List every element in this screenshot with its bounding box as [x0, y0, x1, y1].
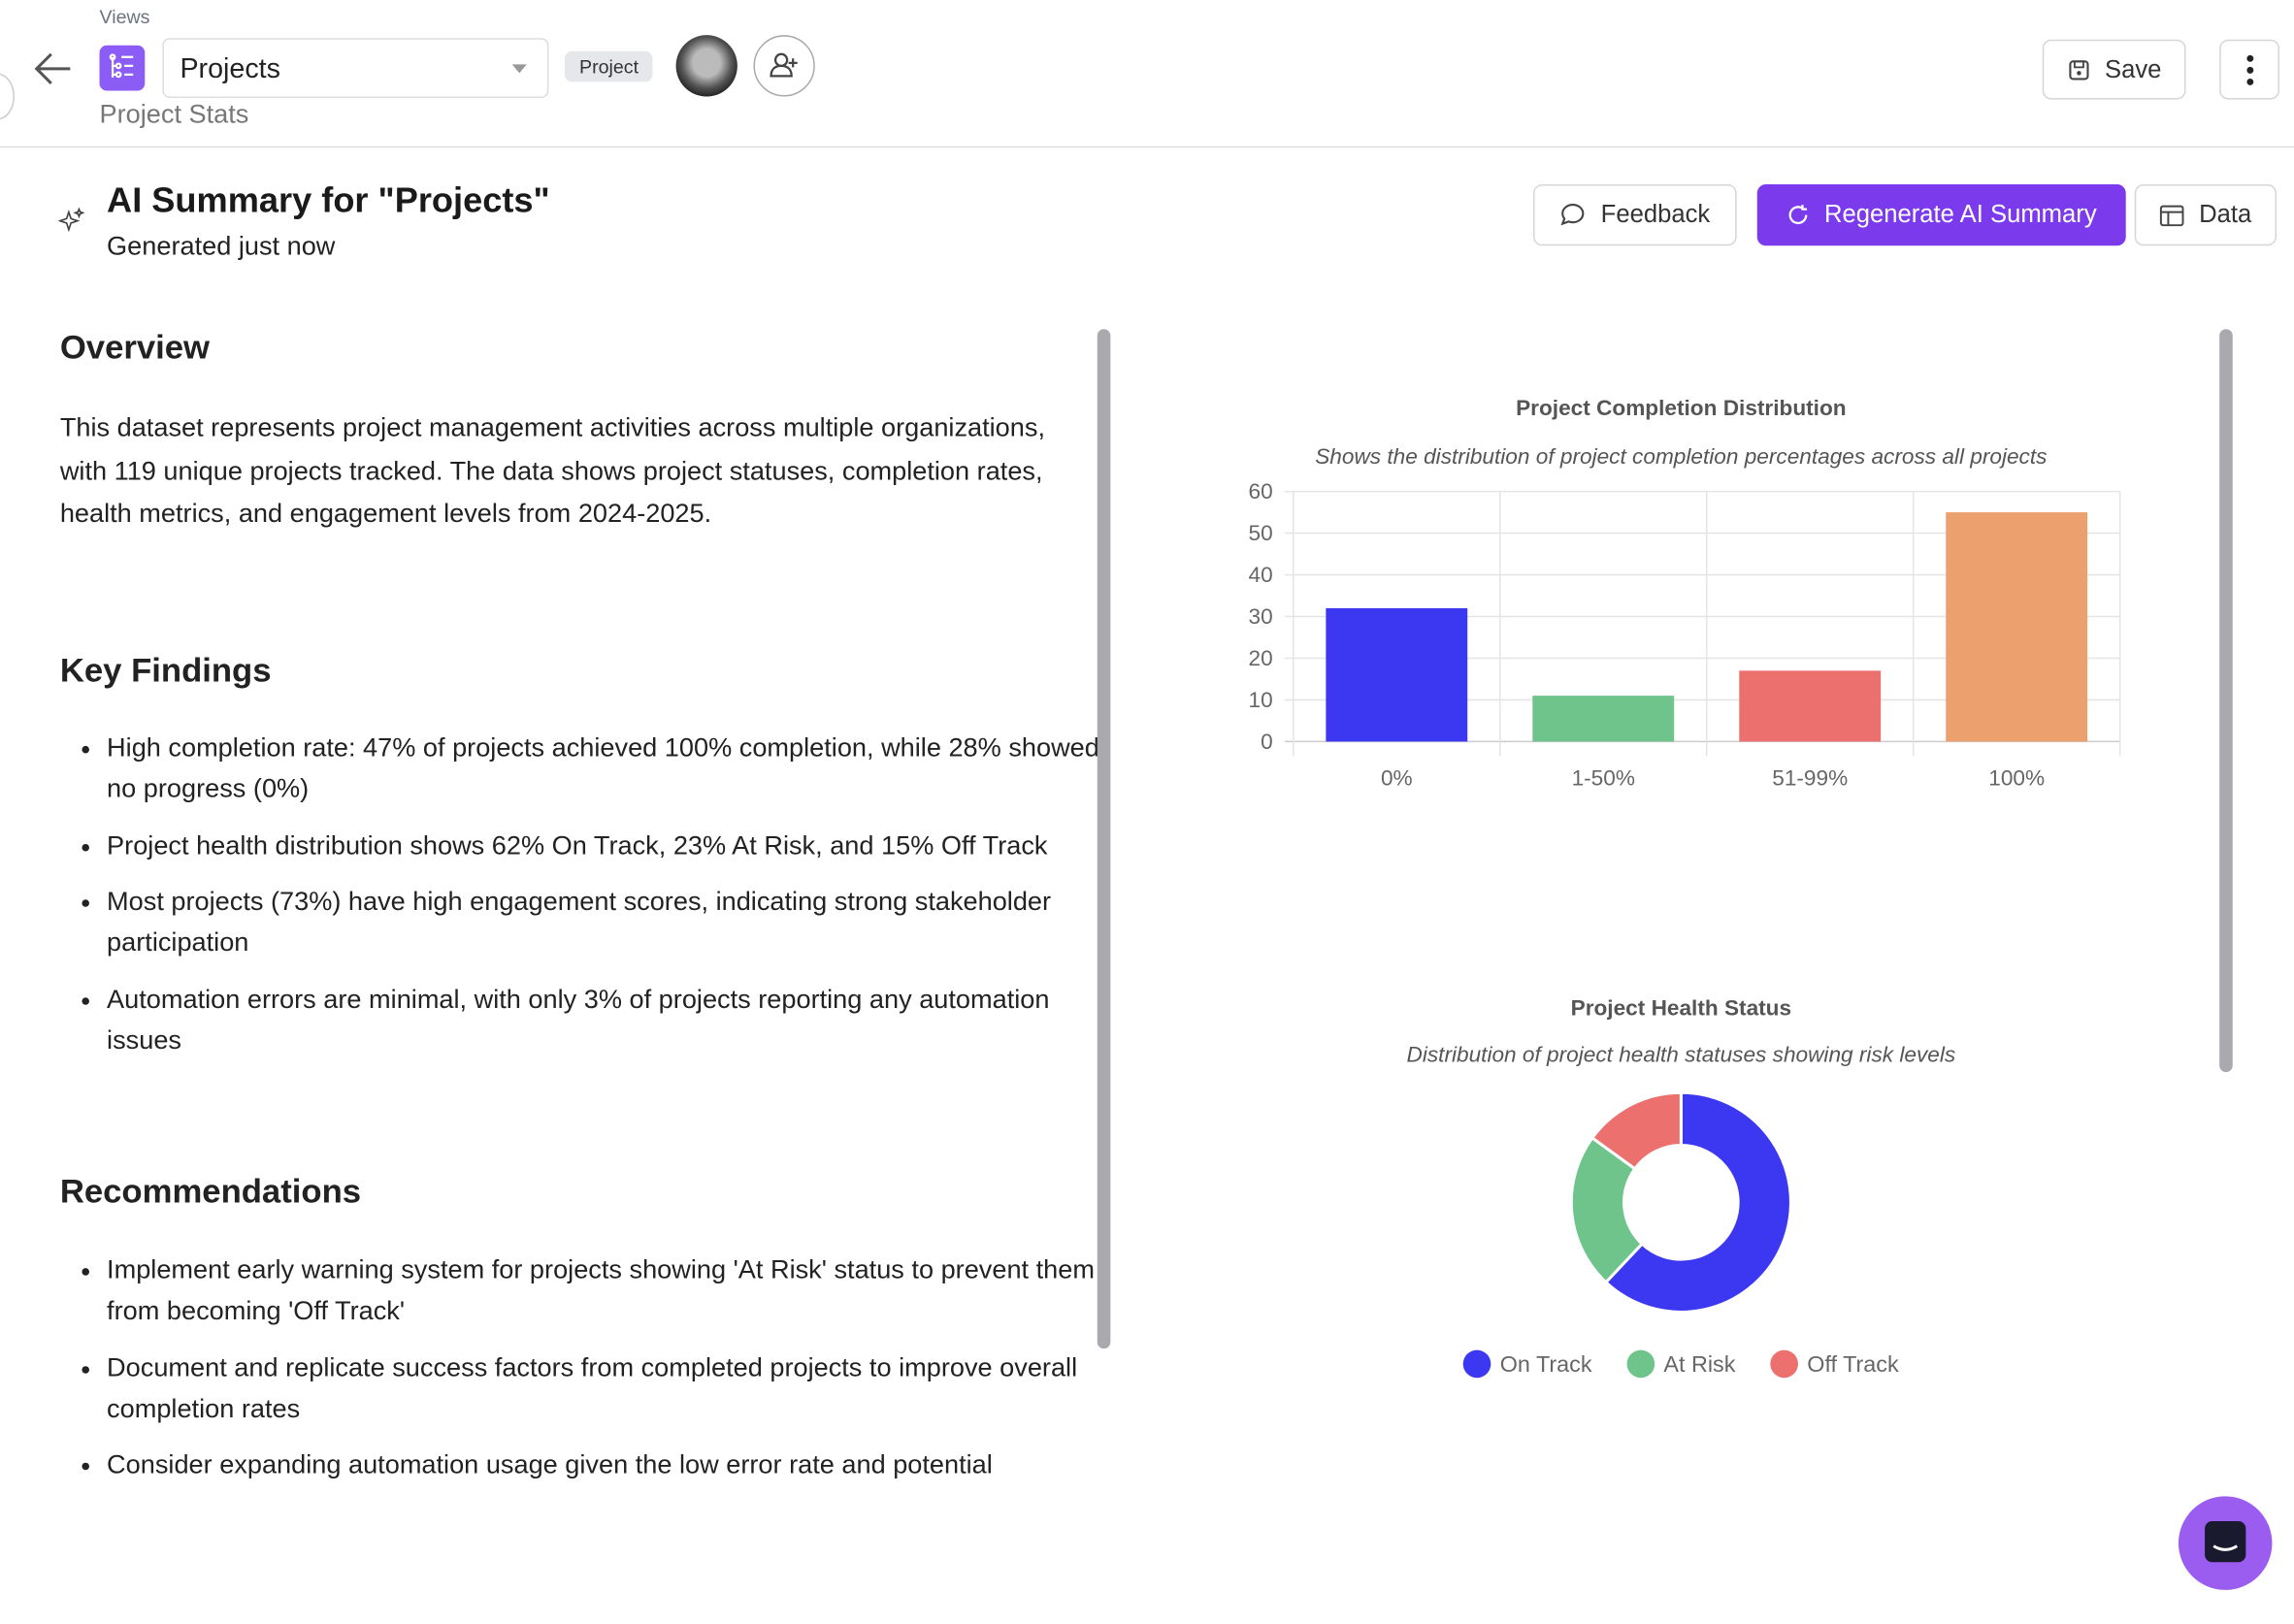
list-item: Document and replicate success factors f…: [107, 1347, 1116, 1428]
bar-chart-title: Project Completion Distribution: [1516, 396, 1847, 422]
donut-slice-off-track[interactable]: [1589, 1090, 1683, 1171]
generated-timestamp: Generated just now: [107, 231, 336, 261]
user-avatar[interactable]: [675, 35, 737, 97]
y-tick-label: 60: [1249, 479, 1273, 503]
chat-support-button[interactable]: [2178, 1496, 2273, 1590]
x-tick-label: 51-99%: [1772, 766, 1848, 791]
x-tick-label: 1-50%: [1572, 766, 1635, 791]
donut-chart-subtitle: Distribution of project health statuses …: [1406, 1042, 1956, 1068]
y-tick-label: 30: [1249, 604, 1273, 629]
regenerate-ai-summary-button[interactable]: Regenerate AI Summary: [1756, 183, 2126, 246]
donut-legend: On Track At Risk Off Track: [1141, 1349, 2221, 1380]
legend-label: On Track: [1499, 1352, 1592, 1379]
data-button[interactable]: Data: [2134, 183, 2277, 246]
project-stats-subtitle: Project Stats: [99, 99, 249, 129]
x-tick-label: 100%: [1988, 766, 2045, 791]
chevron-down-icon: [511, 64, 527, 74]
donut-slice-on-track[interactable]: [1603, 1090, 1792, 1314]
right-scrollbar[interactable]: [2219, 329, 2233, 1073]
save-label: Save: [2105, 54, 2162, 83]
feedback-label: Feedback: [1600, 200, 1711, 229]
table-icon: [2159, 204, 2184, 226]
legend-label: At Risk: [1663, 1352, 1736, 1379]
list-item: Automation errors are minimal, with only…: [107, 978, 1116, 1059]
donut-chart-title: Project Health Status: [1570, 995, 1792, 1022]
chat-bubble-icon: [1560, 204, 1585, 226]
more-options-button[interactable]: [2219, 39, 2279, 100]
recommendations-heading: Recommendations: [59, 1171, 362, 1210]
back-arrow-icon[interactable]: [32, 51, 73, 86]
feedback-button[interactable]: Feedback: [1533, 183, 1737, 246]
overview-text: This dataset represents project manageme…: [59, 412, 1045, 529]
donut-slice-at-risk[interactable]: [1569, 1135, 1645, 1284]
views-label: Views: [99, 6, 150, 28]
list-item: High completion rate: 47% of projects ac…: [107, 727, 1116, 808]
save-button[interactable]: Save: [2042, 39, 2186, 100]
y-tick-label: 20: [1249, 646, 1273, 670]
key-findings-list: High completion rate: 47% of projects ac…: [60, 727, 1117, 1075]
y-tick-label: 10: [1249, 688, 1273, 712]
list-item: Implement early warning system for proje…: [107, 1250, 1116, 1331]
chat-icon: [2205, 1521, 2246, 1563]
list-view-icon: [99, 45, 146, 91]
view-selector-value: Projects: [180, 53, 280, 85]
bar-1-50%[interactable]: [1532, 696, 1675, 742]
y-tick-label: 50: [1249, 521, 1273, 545]
y-tick-label: 0: [1261, 730, 1273, 754]
list-item: Consider expanding automation usage give…: [107, 1444, 1116, 1484]
x-tick-label: 0%: [1381, 766, 1413, 791]
bar-chart: 0 10 20 30 40 50 60 0% 1-50% 51-99% 100%: [1249, 479, 2121, 791]
summary-title: AI Summary for "Projects": [107, 180, 550, 221]
view-selector-dropdown[interactable]: Projects: [162, 38, 549, 99]
donut-chart: [1569, 1090, 1792, 1314]
legend-item-off-track[interactable]: Off Track: [1770, 1349, 1899, 1380]
more-vertical-icon: [2245, 54, 2253, 85]
list-item: Most projects (73%) have high engagement…: [107, 881, 1116, 962]
add-user-button[interactable]: [753, 35, 815, 97]
bar-100%[interactable]: [1946, 512, 2088, 742]
legend-item-on-track[interactable]: On Track: [1463, 1349, 1592, 1380]
regenerate-label: Regenerate AI Summary: [1823, 200, 2097, 229]
legend-label: Off Track: [1807, 1352, 1899, 1379]
save-icon: [2068, 59, 2088, 80]
entity-badge: Project: [564, 50, 654, 82]
data-label: Data: [2199, 200, 2252, 229]
bar-chart-subtitle: Shows the distribution of project comple…: [1315, 444, 2048, 470]
overview-heading: Overview: [59, 327, 211, 366]
bar-51-99%[interactable]: [1739, 670, 1882, 742]
bar-0%[interactable]: [1326, 607, 1468, 742]
add-user-icon: [770, 52, 798, 78]
sparkle-icon: [58, 208, 85, 233]
refresh-icon: [1788, 205, 1808, 225]
sidebar-toggle[interactable]: [0, 73, 16, 120]
top-header: Views Projects Project Project Stats Sav…: [0, 0, 2294, 148]
key-findings-heading: Key Findings: [59, 650, 272, 690]
legend-item-at-risk[interactable]: At Risk: [1626, 1349, 1736, 1380]
left-scrollbar[interactable]: [1097, 329, 1111, 1349]
recommendations-list: Implement early warning system for proje…: [60, 1250, 1117, 1501]
list-item: Project health distribution shows 62% On…: [107, 825, 1116, 865]
y-tick-label: 40: [1249, 563, 1273, 587]
